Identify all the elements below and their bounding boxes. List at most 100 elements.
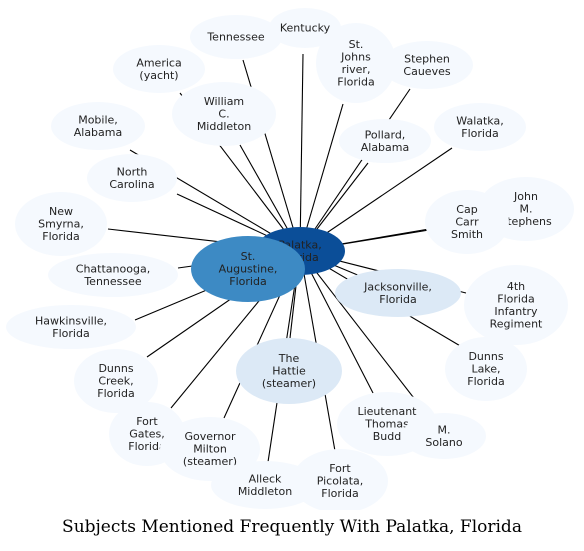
node-shape-4th-infantry xyxy=(464,265,568,345)
node-label-mobile-alabama: Alabama xyxy=(74,126,123,139)
node-label-stephen-caueves: Caueves xyxy=(403,65,450,78)
node-label-st-augustine: Augustine, xyxy=(219,263,278,276)
node-label-chattanooga: Tennessee xyxy=(83,275,142,288)
node-label-dunns-lake: Dunns xyxy=(468,350,503,363)
node-hawkinsville: Hawkinsville,Florida xyxy=(6,305,136,349)
node-shape-m-solano xyxy=(402,413,486,459)
node-shape-stephen-caueves xyxy=(381,41,473,89)
node-shape-kentucky xyxy=(269,8,341,48)
node-label-fort-picolata: Florida xyxy=(321,487,358,500)
node-label-st-johns-river: St. xyxy=(349,38,364,51)
node-shape-chattanooga xyxy=(48,253,178,297)
node-pollard-alabama: Pollard,Alabama xyxy=(339,119,431,163)
node-label-st-johns-river: Florida xyxy=(337,75,374,88)
node-label-cap-carr-smith: Smith xyxy=(451,228,483,241)
node-label-fort-gates: Florida xyxy=(128,440,165,453)
node-label-north-carolina: Carolina xyxy=(109,178,154,191)
node-shape-dunns-creek xyxy=(74,349,158,413)
hub-layer: Palatka,FloridaSt.Augustine,FloridaJacks… xyxy=(191,227,461,404)
node-label-fort-gates: Fort xyxy=(136,415,158,428)
node-label-chattanooga: Chattanooga, xyxy=(76,262,150,275)
node-label-new-smyrna: Smyrna, xyxy=(38,218,84,231)
node-label-new-smyrna: Florida xyxy=(42,230,79,243)
node-label-governor-milton: (steamer) xyxy=(183,455,237,468)
node-label-hattie-steamer: Hattie xyxy=(272,365,306,378)
node-label-st-augustine: St. xyxy=(241,250,256,263)
node-label-john-stephens: M. xyxy=(520,203,533,216)
node-label-john-stephens: John xyxy=(513,190,538,203)
node-label-fort-picolata: Picolata, xyxy=(317,475,364,488)
node-label-fort-picolata: Fort xyxy=(329,462,351,475)
node-label-william-middleton: William xyxy=(204,95,244,108)
node-shape-hawkinsville xyxy=(6,305,136,349)
edge-st-johns-river xyxy=(299,103,344,252)
node-shape-tennessee xyxy=(190,15,282,59)
node-shape-dunns-lake xyxy=(445,337,527,401)
node-shape-jacksonville xyxy=(335,269,461,317)
node-chattanooga: Chattanooga,Tennessee xyxy=(48,253,178,297)
node-shape-st-johns-river xyxy=(316,23,396,103)
node-label-mobile-alabama: Mobile, xyxy=(78,113,118,126)
node-shape-pollard-alabama xyxy=(339,119,431,163)
node-label-pollard-alabama: Pollard, xyxy=(365,128,406,141)
node-walatka-florida: Walatka,Florida xyxy=(434,103,526,151)
node-label-governor-milton: Governor xyxy=(184,430,236,443)
node-label-hawkinsville: Florida xyxy=(52,327,89,340)
node-label-4th-infantry: 4th xyxy=(507,280,525,293)
node-label-walatka-florida: Walatka, xyxy=(456,114,503,127)
node-label-lieutenant-budd: Lieutenant xyxy=(357,405,417,418)
node-america-yacht: America(yacht) xyxy=(113,45,205,93)
node-label-cap-carr-smith: Carr xyxy=(455,216,479,229)
node-label-m-solano: M. xyxy=(438,423,451,436)
node-jacksonville: Jacksonville,Florida xyxy=(335,269,461,317)
node-layer: KentuckyTennesseeSt.Johnsriver,FloridaSt… xyxy=(6,8,574,510)
node-label-governor-milton: Milton xyxy=(193,443,227,456)
node-kentucky: Kentucky xyxy=(269,8,341,48)
node-mobile-alabama: Mobile,Alabama xyxy=(51,102,145,150)
network-graph: KentuckyTennesseeSt.Johnsriver,FloridaSt… xyxy=(6,8,574,510)
node-shape-st-augustine xyxy=(191,236,305,302)
node-label-william-middleton: Middleton xyxy=(197,120,251,133)
node-label-alleck-middleton: Alleck xyxy=(249,472,282,485)
node-label-kentucky: Kentucky xyxy=(280,22,331,35)
node-label-walatka-florida: Florida xyxy=(461,127,498,140)
edge-kentucky xyxy=(299,53,304,252)
node-label-m-solano: Solano xyxy=(425,436,462,449)
node-label-st-johns-river: Johns xyxy=(340,50,371,63)
node-label-america-yacht: (yacht) xyxy=(139,69,178,82)
node-shape-walatka-florida xyxy=(434,103,526,151)
edge-m-solano xyxy=(299,250,428,416)
node-label-john-stephens: Stephens xyxy=(500,215,552,228)
node-label-lieutenant-budd: Thomas xyxy=(364,418,409,431)
node-shape-america-yacht xyxy=(113,45,205,93)
node-shape-new-smyrna xyxy=(15,192,107,256)
node-label-dunns-creek: Creek, xyxy=(98,375,133,388)
node-shape-william-middleton xyxy=(172,82,276,146)
node-label-pollard-alabama: Alabama xyxy=(361,141,410,154)
node-shape-governor-milton xyxy=(160,417,260,481)
node-label-alleck-middleton: Middleton xyxy=(238,485,292,498)
node-label-jacksonville: Florida xyxy=(379,293,416,306)
node-shape-cap-carr-smith xyxy=(425,190,509,254)
node-label-st-augustine: Florida xyxy=(229,275,266,288)
node-m-solano: M.Solano xyxy=(402,413,486,459)
node-label-dunns-lake: Lake, xyxy=(471,363,500,376)
node-label-hattie-steamer: (steamer) xyxy=(262,377,316,390)
node-shape-hattie-steamer xyxy=(236,338,342,404)
node-st-augustine: St.Augustine,Florida xyxy=(191,236,305,302)
node-shape-mobile-alabama xyxy=(51,102,145,150)
node-label-dunns-lake: Florida xyxy=(467,375,504,388)
edge-stephen-caueves xyxy=(299,88,411,252)
node-shape-fort-picolata xyxy=(292,449,388,510)
node-label-america-yacht: America xyxy=(136,56,181,69)
edge-lieutenant-budd xyxy=(299,250,374,394)
